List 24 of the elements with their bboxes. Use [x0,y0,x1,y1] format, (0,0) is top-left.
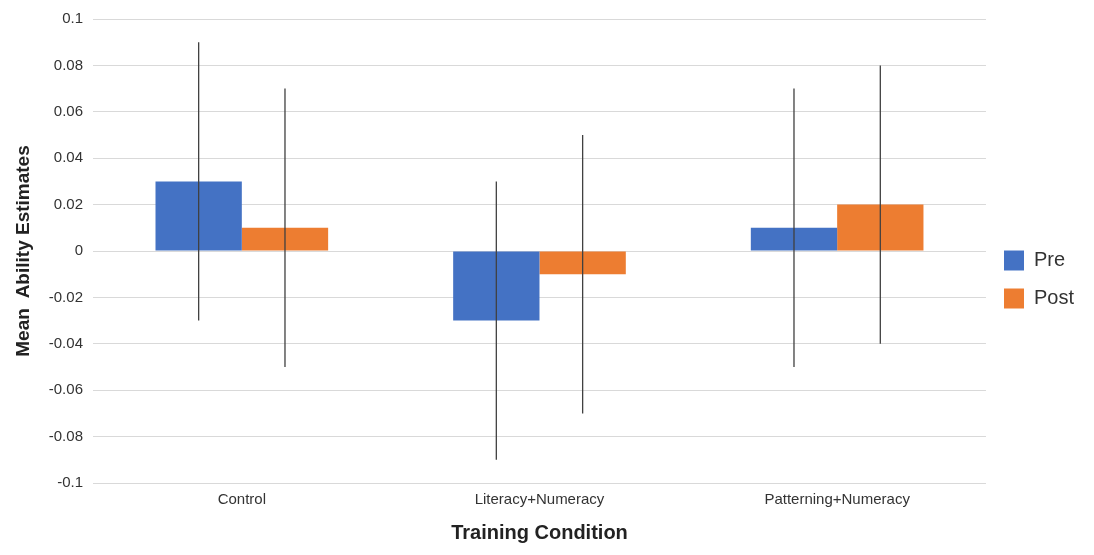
legend-label: Pre [1033,248,1066,271]
bar [539,251,626,275]
y-tick-label: 0.02 [53,194,83,212]
y-tick-label: -0.02 [48,287,83,305]
y-tick-label: -0.1 [57,473,83,491]
x-tick-label: Control [217,490,266,508]
y-tick-label: -0.08 [48,426,83,444]
y-tick-label: 0.04 [53,148,83,166]
x-tick-label: Literacy+Numeracy [474,490,605,508]
bar [155,181,242,251]
bar [837,204,924,251]
bar [453,251,540,321]
y-tick-label: -0.06 [48,380,83,398]
x-tick-label: Patterning+Numeracy [764,490,911,508]
bar [750,227,838,251]
bar [241,227,329,251]
y-axis-title: Mean Ability Estimates [11,145,33,357]
y-tick-label: 0.1 [62,9,83,27]
y-tick-label: 0 [74,241,83,259]
y-tick-label: -0.04 [48,333,83,351]
x-axis-title: Training Condition [451,520,628,543]
y-tick-label: 0.06 [53,101,83,119]
legend-label: Post [1033,286,1075,309]
y-tick-label: 0.08 [53,55,83,73]
